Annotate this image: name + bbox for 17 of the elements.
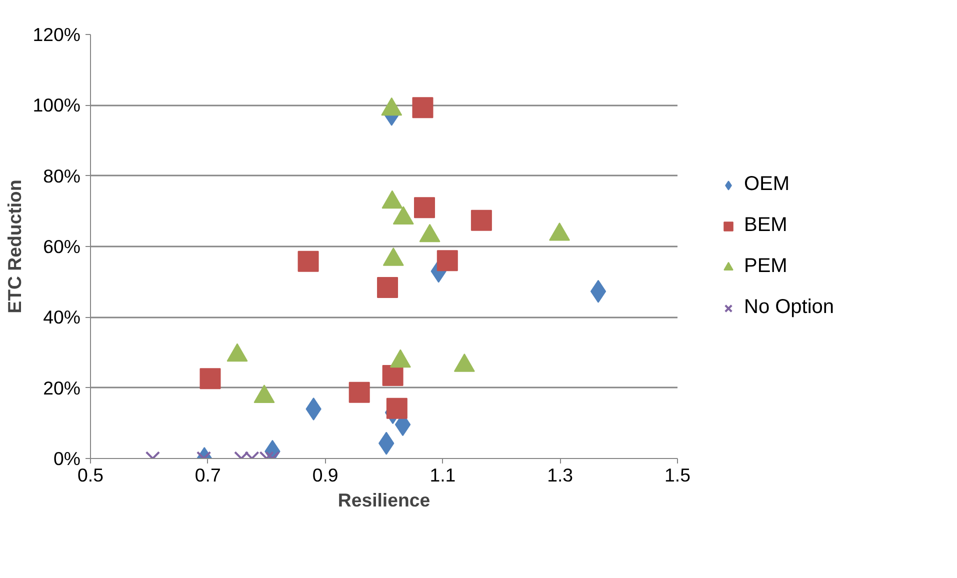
x-tick-label: 1.5 xyxy=(664,464,690,486)
y-tick-label: 40% xyxy=(43,306,81,328)
x-tick-label: 0.7 xyxy=(194,464,221,486)
y-tick-label: 60% xyxy=(43,236,81,257)
legend-label: OEM xyxy=(744,173,790,196)
x-tick-label: 1.3 xyxy=(547,464,574,486)
x-tick-label: 1.1 xyxy=(430,464,456,486)
y-tick-label: 100% xyxy=(32,94,81,116)
x-axis-title: Resilience xyxy=(338,490,430,510)
y-tick-label: 120% xyxy=(32,24,81,45)
legend-label: No Option xyxy=(744,296,834,319)
legend-label: PEM xyxy=(744,255,788,278)
y-tick-label: 80% xyxy=(43,165,81,186)
y-axis-title: ETC Reduction xyxy=(4,180,25,314)
x-tick-label: 0.9 xyxy=(312,464,338,486)
y-tick-label: 20% xyxy=(43,377,81,398)
legend-label: BEM xyxy=(744,214,788,237)
